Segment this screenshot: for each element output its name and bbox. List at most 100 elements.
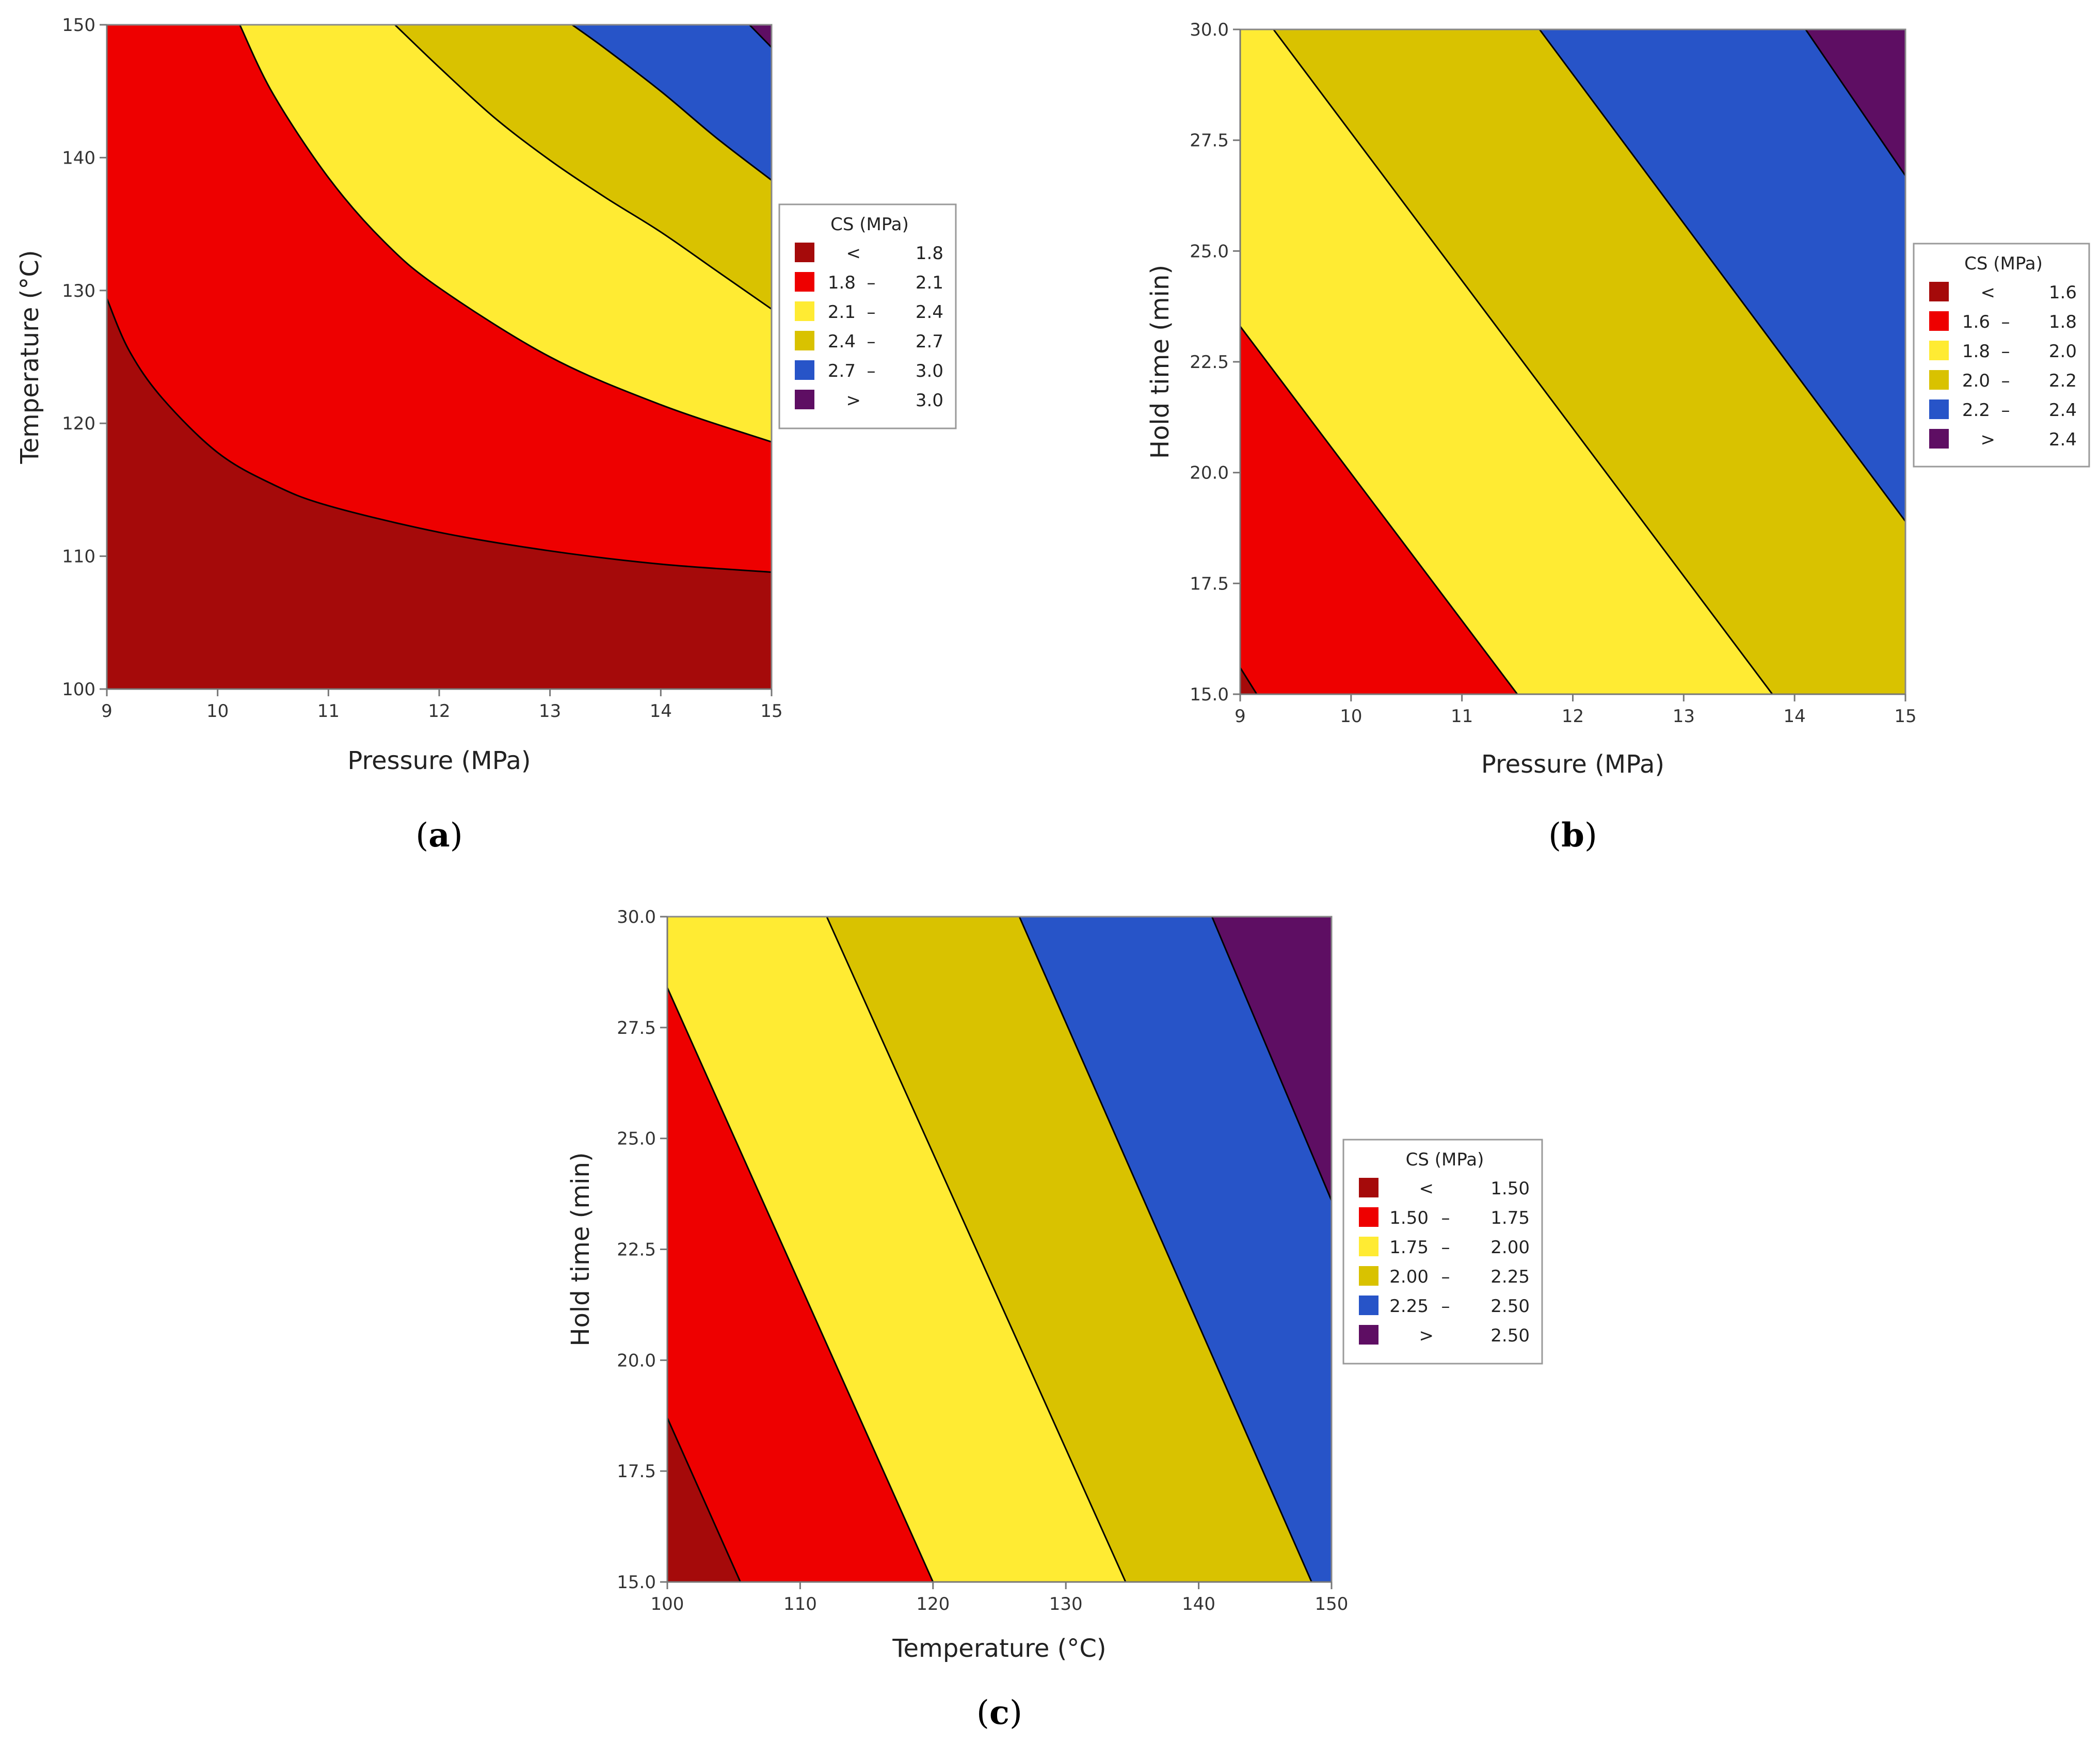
legend-swatch	[1359, 1207, 1378, 1227]
x-tick-label: 100	[651, 1594, 684, 1614]
contour-line-1.5	[666, 1417, 741, 1582]
contour-line-1.75	[666, 987, 934, 1582]
contour-line-1.8	[1239, 326, 1518, 695]
y-axis-label: Hold time (min)	[566, 1152, 595, 1346]
legend-entry-op: >	[1419, 1325, 1434, 1346]
panel-b: 9 10 11 12 13 14 15 15.0 17.5 20.0 22.5 25.0 27.5 30.…	[1146, 20, 2090, 855]
y-tick-label: 100	[62, 679, 95, 700]
legend-entry-low: 1.75	[1389, 1237, 1429, 1258]
y-tick-label: 20.0	[617, 1350, 656, 1371]
legend-swatch	[1359, 1296, 1378, 1315]
panel-a: 9 10 11 12 13 14 15 100 110 120 130 140 150 Pressure …	[15, 15, 957, 855]
legend-entry-dash: –	[2001, 400, 2010, 421]
x-tick-label: 11	[1451, 706, 1473, 727]
legend-title: CS (MPa)	[830, 214, 909, 235]
legend-swatch	[1929, 341, 1949, 360]
legend-entry-high: 2.4	[916, 302, 943, 323]
legend-swatch	[1359, 1178, 1378, 1197]
legend-swatch	[795, 243, 814, 262]
legend-entry-dash: –	[1441, 1296, 1450, 1317]
legend-swatch	[1929, 311, 1949, 331]
y-tick-label: 150	[62, 15, 95, 36]
legend-entry-dash: –	[2001, 312, 2010, 332]
legend-entry-high: 2.1	[916, 273, 943, 293]
legend-swatch	[795, 331, 814, 350]
legend-swatch	[1929, 370, 1949, 390]
legend-entry-high: 2.4	[2049, 400, 2077, 421]
y-tick-label: 30.0	[1190, 20, 1229, 40]
contour-line-2.2	[1538, 29, 1906, 522]
y-tick-label: 30.0	[617, 907, 656, 928]
legend-entry-high: 1.8	[916, 243, 943, 264]
y-tick-label: 25.0	[1190, 241, 1229, 262]
y-axis-label: Temperature (°C)	[15, 250, 44, 464]
contour-line-2.5	[1211, 916, 1333, 1201]
legend-entry-dash: –	[1441, 1237, 1450, 1258]
legend-entry-high: 1.50	[1490, 1178, 1530, 1199]
legend-entry-high: 1.6	[2049, 282, 2077, 303]
legend-entry-dash: –	[867, 302, 876, 323]
x-tick-label: 15	[1894, 706, 1916, 727]
y-tick-label: 17.5	[617, 1461, 656, 1482]
band-above-2.25	[1019, 917, 1332, 1582]
y-tick-label: 15.0	[1190, 684, 1229, 705]
legend-title: CS (MPa)	[1406, 1149, 1484, 1170]
y-tick-label: 27.5	[617, 1018, 656, 1038]
x-tick-label: 150	[1315, 1594, 1349, 1614]
legend-entry-low: 1.8	[828, 273, 856, 293]
legend-entry-op: >	[1981, 429, 1996, 450]
y-tick-label: 22.5	[1190, 352, 1229, 373]
legend-entry-low: 2.4	[828, 331, 856, 352]
x-tick-label: 9	[101, 701, 113, 722]
panel-label: (b)	[1548, 816, 1597, 855]
legend-entry-high: 2.50	[1490, 1325, 1530, 1346]
legend-entry-high: 2.25	[1490, 1267, 1530, 1287]
x-tick-label: 13	[539, 701, 561, 722]
x-tick-label: 13	[1673, 706, 1695, 727]
legend-entry-op: <	[1419, 1178, 1434, 1199]
legend-swatch	[795, 272, 814, 292]
x-tick-label: 14	[650, 701, 672, 722]
legend-entry-low: 1.8	[1962, 341, 1990, 362]
x-tick-label: 110	[783, 1594, 817, 1614]
legend-entry-dash: –	[1441, 1267, 1450, 1287]
panel-label: (a)	[415, 816, 462, 855]
x-tick-label: 10	[1340, 706, 1362, 727]
legend-entry-low: 2.00	[1389, 1267, 1429, 1287]
legend-swatch	[795, 360, 814, 380]
legend-entry-dash: –	[2001, 341, 2010, 362]
contour-line-2.4	[1805, 29, 1906, 177]
legend-entry-low: 1.50	[1389, 1208, 1429, 1228]
y-tick-label: 22.5	[617, 1240, 656, 1260]
contour-line-2	[1273, 29, 1773, 695]
legend-swatch	[1359, 1237, 1378, 1256]
y-tick-label: 25.0	[617, 1129, 656, 1149]
panel-label: (c)	[976, 1693, 1022, 1732]
x-tick-label: 9	[1235, 706, 1246, 727]
legend-entry-dash: –	[2001, 371, 2010, 391]
contour-line-1.6	[1239, 667, 1258, 695]
x-axis-label: Pressure (MPa)	[347, 746, 531, 775]
y-tick-label: 15.0	[617, 1572, 656, 1593]
legend-entry-dash: –	[867, 331, 876, 352]
x-axis-label: Temperature (°C)	[892, 1634, 1106, 1663]
y-tick-label: 140	[62, 148, 95, 168]
x-tick-label: 120	[916, 1594, 950, 1614]
legend-entry-low: 2.25	[1389, 1296, 1429, 1317]
x-tick-label: 12	[428, 701, 450, 722]
legend-swatch	[1929, 399, 1949, 419]
legend: CS (MPa)< 1.501.50–1.751.75–2.002.00–2.25…	[1342, 1139, 1543, 1365]
legend-entry-low: 1.6	[1962, 312, 1990, 332]
legend-entry-dash: –	[867, 361, 876, 381]
legend-entry-op: <	[1981, 282, 1996, 303]
legend-entry-high: 2.2	[2049, 371, 2077, 391]
legend-entry-dash: –	[867, 273, 876, 293]
y-tick-label: 120	[62, 413, 95, 434]
contour-line-2.7	[571, 24, 772, 181]
y-tick-label: 27.5	[1190, 131, 1229, 151]
contour-line-2	[826, 916, 1127, 1582]
contour-line-2.25	[1018, 916, 1312, 1582]
legend-entry-dash: –	[1441, 1208, 1450, 1228]
legend-entry-high: 3.0	[916, 390, 943, 411]
legend-swatch	[1359, 1325, 1378, 1345]
